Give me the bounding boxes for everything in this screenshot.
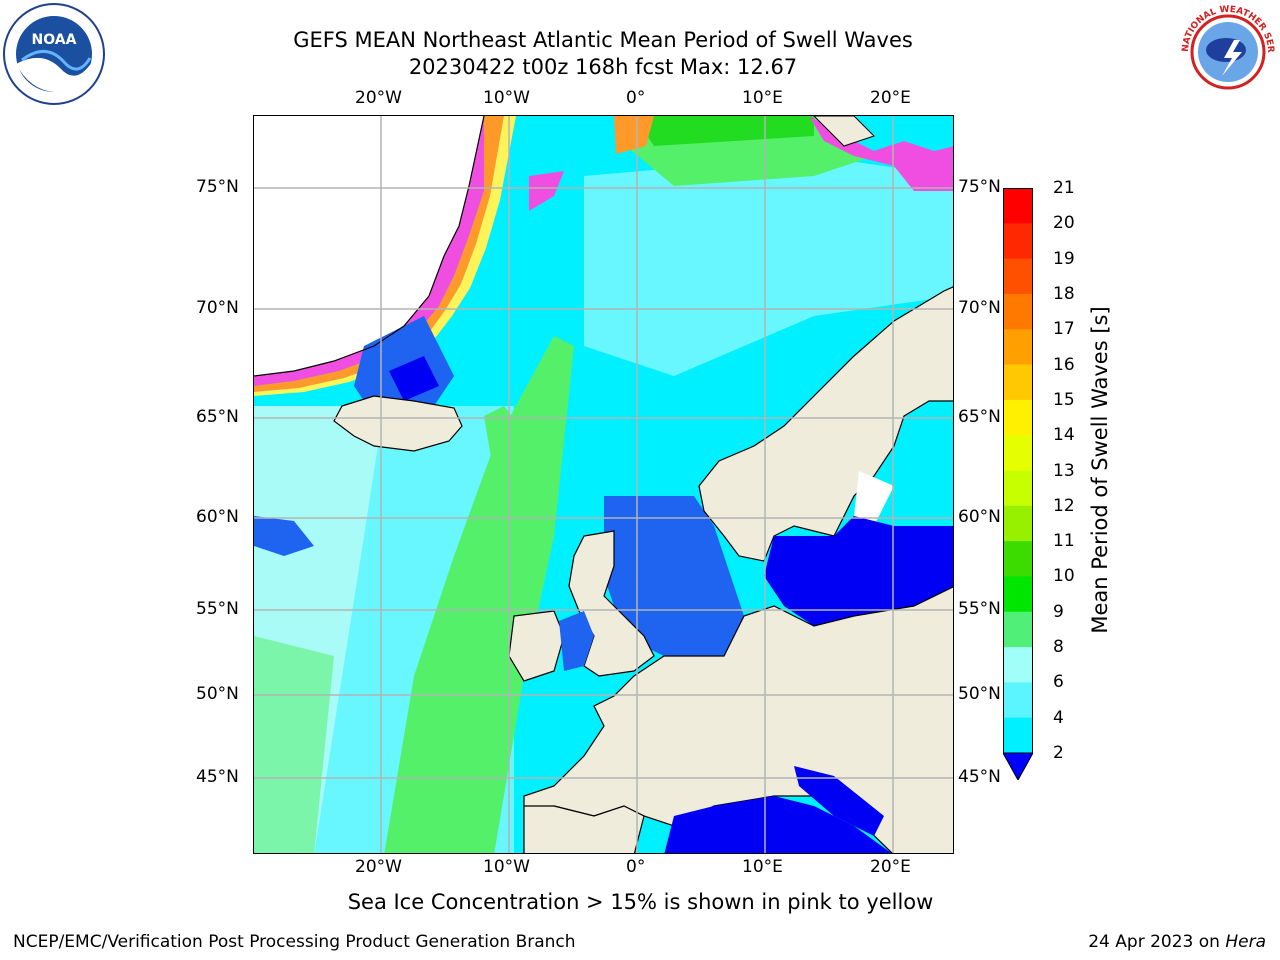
date-text: 24 Apr 2023 on xyxy=(1088,932,1226,952)
lon-label-top: 10°E xyxy=(742,88,783,108)
colorbar-segment xyxy=(1003,470,1033,507)
colorbar-segment xyxy=(1003,647,1033,683)
chart-subtitle: 20230422 t00z 168h fcst Max: 12.67 xyxy=(408,55,798,79)
colorbar-tick-label: 21 xyxy=(1053,178,1075,198)
date-stamp: 24 Apr 2023 on Hera xyxy=(1088,932,1266,952)
colorbar-tick-label: 12 xyxy=(1053,495,1075,516)
lon-label-bottom: 20°E xyxy=(870,857,911,877)
colorbar-segment xyxy=(1003,576,1033,613)
colorbar-segment xyxy=(1003,293,1033,330)
colorbar-tick-label: 6 xyxy=(1053,672,1064,693)
colorbar-tick-label: 20 xyxy=(1053,213,1075,234)
greenland-land xyxy=(254,116,484,376)
graticule xyxy=(254,116,953,853)
colorbar-segment xyxy=(1003,611,1033,648)
sea-ice-pink-3 xyxy=(809,116,953,191)
west-blue-patch xyxy=(254,516,314,556)
lat-label-right: 65°N xyxy=(958,407,1001,427)
lon-label-top: 0° xyxy=(626,88,646,108)
colorbar-segment xyxy=(1003,223,1033,260)
norwegian-sea-lightcyan xyxy=(584,156,953,376)
svalbard xyxy=(813,116,875,147)
colorbar-tick-label: 14 xyxy=(1053,425,1075,446)
lat-label-left: 50°N xyxy=(196,684,239,704)
lon-label-top: 10°W xyxy=(483,88,530,108)
great-britain xyxy=(568,530,655,677)
credit-line: NCEP/EMC/Verification Post Processing Pr… xyxy=(13,932,576,952)
map-panel xyxy=(253,115,954,854)
colorbar-segment xyxy=(1003,717,1033,754)
colorbar-segment xyxy=(1003,682,1033,719)
lat-label-right: 50°N xyxy=(958,684,1001,704)
colorbar-tick-label: 19 xyxy=(1053,248,1075,269)
greenland-coast xyxy=(254,116,485,377)
north-sea-blue xyxy=(604,496,744,656)
arctic-brightgreen xyxy=(634,116,814,146)
lat-label-left: 45°N xyxy=(196,767,239,787)
colorbar-tick-label: 17 xyxy=(1053,319,1075,340)
colorbar-tick-label: 18 xyxy=(1053,283,1075,304)
colorbar xyxy=(1003,188,1033,780)
colorbar-segment xyxy=(1003,541,1033,577)
sea-ice-pink xyxy=(254,116,499,386)
iberia xyxy=(523,805,645,853)
map-canvas xyxy=(254,116,953,853)
colorbar-tick-label: 11 xyxy=(1053,531,1075,552)
lon-label-bottom: 10°E xyxy=(742,857,783,877)
colorbar-label: Mean Period of Swell Waves [s] xyxy=(1088,306,1112,634)
sea-ice-orange-2 xyxy=(614,116,654,154)
sea-ice-pink-2 xyxy=(529,171,564,211)
scandinavia xyxy=(698,286,953,562)
lon-label-bottom: 10°W xyxy=(483,857,530,877)
colorbar-tick-label: 2 xyxy=(1053,743,1064,763)
colorbar-tick-label: 13 xyxy=(1053,460,1075,481)
gulf-of-bothnia-ice xyxy=(854,471,894,526)
lat-label-left: 70°N xyxy=(196,298,239,318)
lon-label-bottom: 20°W xyxy=(355,857,402,877)
iceland xyxy=(333,395,463,452)
colorbar-segment xyxy=(1003,329,1033,366)
lat-label-right: 75°N xyxy=(958,177,1001,197)
lat-label-left: 65°N xyxy=(196,407,239,427)
lat-label-left: 55°N xyxy=(196,599,239,619)
lon-label-bottom: 0° xyxy=(626,857,646,877)
lat-label-right: 70°N xyxy=(958,298,1001,318)
colorbar-border xyxy=(1003,188,1033,754)
lat-label-left: 75°N xyxy=(196,177,239,197)
colorbar-segment xyxy=(1003,188,1033,224)
lat-label-left: 60°N xyxy=(196,507,239,527)
adriatic xyxy=(794,766,884,836)
machine-name: Hera xyxy=(1225,932,1266,952)
lon-label-top: 20°W xyxy=(355,88,402,108)
chart-title: GEFS MEAN Northeast Atlantic Mean Period… xyxy=(293,28,913,52)
colorbar-tick-label: 15 xyxy=(1053,389,1075,410)
nws-logo: NATIONAL WEATHER SERVICE xyxy=(1178,2,1276,100)
colorbar-segment xyxy=(1003,399,1033,436)
lat-label-right: 45°N xyxy=(958,767,1001,787)
iceland-north-darkblue xyxy=(389,356,439,401)
noaa-text: NOAA xyxy=(32,32,77,48)
colorbar-tick-label: 4 xyxy=(1053,707,1064,728)
baltic-sea xyxy=(764,516,953,626)
colorbar-tick-label: 10 xyxy=(1053,566,1075,587)
lat-label-right: 55°N xyxy=(958,599,1001,619)
colorbar-segment xyxy=(1003,505,1033,542)
colorbar-segment xyxy=(1003,258,1033,295)
colorbar-tick-label: 16 xyxy=(1053,354,1075,375)
lon-label-top: 20°E xyxy=(870,88,911,108)
colorbar-tick-label: 9 xyxy=(1053,601,1064,622)
colorbar-extend-triangle xyxy=(1003,752,1033,780)
colorbar-segment xyxy=(1003,435,1033,471)
ocean-west-green-patches xyxy=(254,636,334,853)
noaa-logo: NOAA xyxy=(3,3,105,105)
irish-sea xyxy=(559,611,594,671)
colorbar-segment xyxy=(1003,364,1033,401)
colorbar-tick-label: 8 xyxy=(1053,637,1064,658)
sea-ice-footnote: Sea Ice Concentration > 15% is shown in … xyxy=(347,890,934,914)
lat-label-right: 60°N xyxy=(958,507,1001,527)
mediterranean xyxy=(664,796,892,853)
